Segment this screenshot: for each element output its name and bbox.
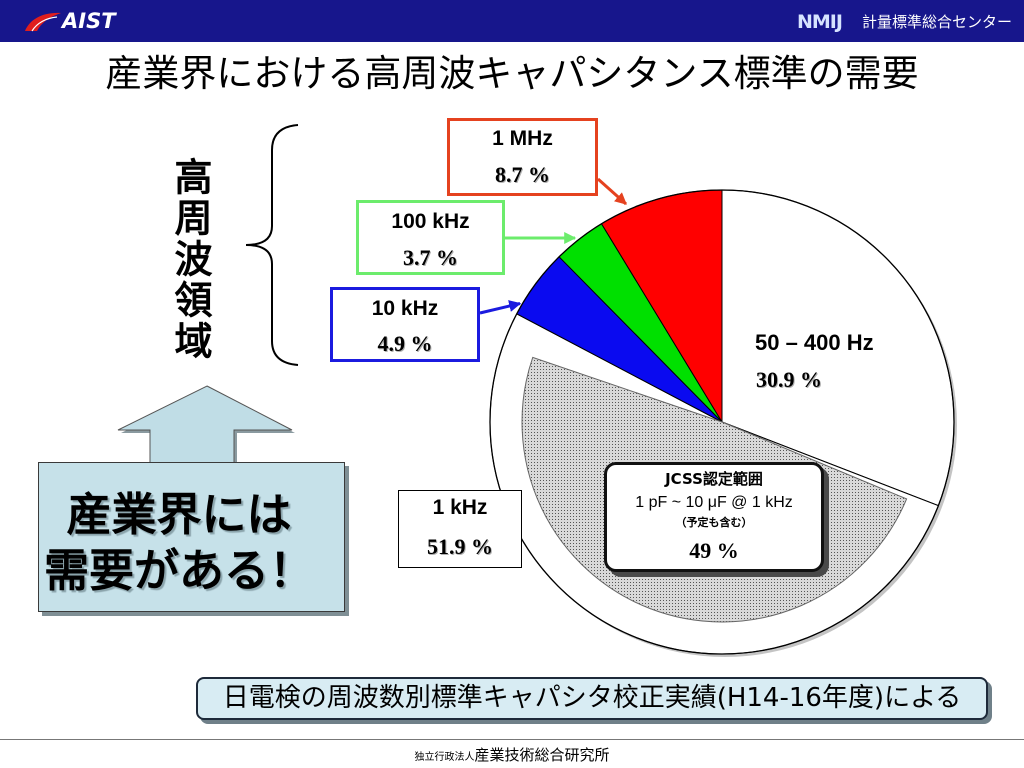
jcss-accreditation-box: JCSS認定範囲 1 pF ~ 10 μF @ 1 kHz （予定も含む） 49…: [604, 462, 824, 572]
demand-callout-box: 産業界には 需要がある！: [38, 462, 345, 612]
pie-chart: [489, 189, 957, 657]
nmij-org-name: 計量標準総合センター: [862, 13, 1013, 31]
slice-label-1-mhz: 1 MHz: [492, 127, 553, 150]
nmij-logo-text: NMIJ: [797, 11, 843, 33]
footer-divider: [0, 739, 1024, 740]
slice-label-100-khz: 100 kHz: [391, 210, 470, 233]
arrow-1-mhz: [597, 177, 627, 206]
curly-brace: [245, 124, 299, 366]
callout-line-1: 産業界には: [66, 488, 292, 541]
jcss-range: 1 pF ~ 10 μF @ 1 kHz: [635, 494, 793, 511]
aist-logo-text: AIST: [62, 9, 116, 33]
callout-line-2: 需要がある！: [43, 544, 314, 597]
slice-label-1-khz: 1 kHz: [432, 496, 488, 519]
slice-value-100-khz: 3.7 %: [403, 245, 458, 270]
label-box-1-khz: 1 kHz 51.9 %: [398, 490, 522, 568]
footer: 独立行政法人産業技術総合研究所: [0, 745, 1024, 768]
pie-outline: [489, 189, 955, 655]
slice-value-1-mhz: 8.7 %: [495, 162, 550, 187]
slice-label-10-khz: 10 kHz: [371, 297, 439, 320]
up-arrow-shape: [117, 385, 293, 464]
jcss-title: JCSS認定範囲: [665, 470, 763, 488]
slice-label-50-400-hz: 50 – 400 Hz: [755, 330, 874, 355]
label-box-100-khz: 100 kHz 3.7 %: [356, 200, 505, 275]
slice-value-10-khz: 4.9 %: [377, 331, 433, 356]
aist-logo-mark: [25, 12, 61, 32]
footer-prefix: 独立行政法人: [414, 752, 475, 763]
high-frequency-region-label: 高周波領域: [168, 157, 212, 362]
label-box-10-khz: 10 kHz 4.9 %: [330, 287, 480, 362]
slice-value-1-khz: 51.9 %: [427, 534, 493, 559]
label-box-1-mhz: 1 MHz 8.7 %: [447, 118, 598, 196]
footer-org-name: 産業技術総合研究所: [474, 746, 610, 764]
source-note: 日電検の周波数別標準キャパシタ校正実績(H14-16年度)による: [196, 677, 988, 720]
header-bar: AIST NMIJ 計量標準総合センター: [0, 0, 1024, 42]
slice-value-50-400-hz: 30.9 %: [756, 367, 822, 392]
jcss-value: 49 %: [689, 538, 739, 563]
jcss-note: （予定も含む）: [675, 516, 753, 529]
arrow-10-khz: [479, 300, 522, 315]
slide-title: 産業界における高周波キャパシタンス標準の需要: [105, 52, 919, 95]
